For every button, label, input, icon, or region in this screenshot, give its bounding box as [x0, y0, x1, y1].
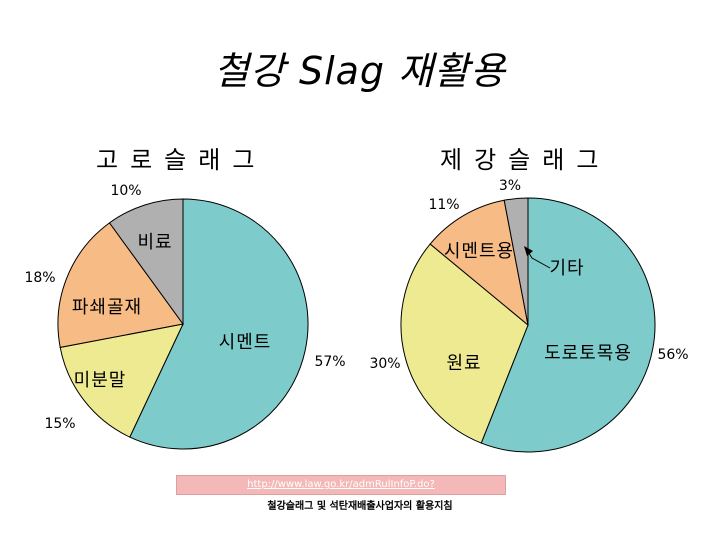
pie2-slice-3	[429, 199, 529, 327]
pie1-slice-label-1: 시멘트	[219, 332, 272, 353]
pie2-slice-label-3: 시멘트용	[444, 241, 514, 262]
pie1-slice-label-4: 비료	[137, 232, 172, 253]
pie2-slice-label-4: 기타	[549, 258, 584, 279]
pie2-slice-2	[400, 243, 529, 444]
pie1-slice-1	[129, 198, 309, 450]
pie1-percent-label-2: 15%	[44, 416, 75, 432]
source-url-bar[interactable]: http://www.law.go.kr/admRulInfoP.do?admR…	[176, 475, 506, 508]
slide-title: 철강 Slag 재활용	[213, 49, 507, 93]
pie1-percent-label-1: 57%	[314, 354, 345, 370]
pie2-slice-1	[480, 197, 656, 453]
pie2-percent-label-4: 3%	[499, 178, 521, 194]
source-note: 철강슬래그 및 석탄재배출사업자의 활용지침	[267, 501, 453, 512]
source-url-link[interactable]: http://www.law.go.kr/admRulInfoP.do?admR…	[247, 479, 435, 508]
pie2-slice-4	[503, 197, 529, 326]
pie2-slice-label-2: 원료	[446, 353, 481, 374]
pie1-slice-3	[57, 222, 184, 349]
pie2-percent-label-2: 30%	[369, 356, 400, 372]
pie2-slice-label-1: 도로토목용	[544, 343, 632, 364]
pie1-slice-2	[59, 323, 184, 438]
pie1-slice-label-2: 미분말	[74, 370, 127, 391]
chart-title-steelmaking-slag: 제강슬래그	[440, 146, 611, 174]
pie1-percent-label-4: 10%	[110, 183, 141, 199]
pie1-slice-4	[108, 198, 184, 326]
pie1-slice-label-3: 파쇄골재	[72, 297, 142, 318]
chart-title-blast-furnace-slag: 고로슬래그	[96, 146, 267, 174]
pie1-percent-label-3: 18%	[24, 270, 55, 286]
pie2-percent-label-1: 56%	[657, 347, 688, 363]
pie2-leader-arrowhead	[524, 246, 533, 256]
pie2-percent-label-3: 11%	[428, 197, 459, 213]
